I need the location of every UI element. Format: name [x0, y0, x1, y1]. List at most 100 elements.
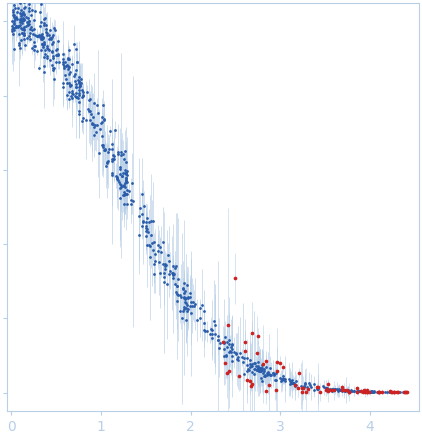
Point	[100, 142, 107, 149]
Point	[49, 40, 55, 47]
Point	[46, 27, 53, 34]
Point	[235, 354, 241, 361]
Point	[152, 257, 159, 264]
Point	[34, 33, 41, 40]
Point	[151, 238, 158, 245]
Point	[343, 387, 349, 394]
Point	[146, 254, 153, 261]
Point	[182, 295, 189, 302]
Point	[163, 261, 170, 268]
Point	[376, 388, 383, 395]
Point	[149, 247, 156, 254]
Point	[122, 190, 129, 197]
Point	[120, 191, 127, 198]
Point	[60, 59, 67, 66]
Point	[221, 338, 227, 345]
Point	[259, 361, 266, 368]
Point	[257, 368, 264, 375]
Point	[224, 339, 230, 346]
Point	[247, 361, 254, 368]
Point	[117, 170, 124, 177]
Point	[311, 381, 317, 388]
Point	[280, 373, 287, 380]
Point	[43, 29, 50, 36]
Point	[356, 388, 363, 395]
Point	[61, 62, 68, 69]
Point	[282, 375, 289, 382]
Point	[121, 182, 127, 189]
Point	[254, 359, 261, 366]
Point	[117, 149, 124, 156]
Point	[145, 241, 152, 248]
Point	[106, 146, 113, 153]
Point	[300, 385, 307, 392]
Point	[16, 15, 23, 22]
Point	[388, 389, 395, 396]
Point	[141, 203, 148, 210]
Point	[77, 75, 84, 82]
Point	[203, 328, 210, 335]
Point	[68, 93, 74, 100]
Point	[248, 361, 255, 368]
Point	[49, 55, 56, 62]
Point	[170, 270, 176, 277]
Point	[346, 388, 353, 395]
Point	[17, 17, 24, 24]
Point	[73, 80, 79, 87]
Point	[29, 27, 35, 34]
Point	[27, 35, 33, 42]
Point	[260, 372, 267, 379]
Point	[287, 377, 294, 384]
Point	[201, 327, 208, 334]
Point	[216, 344, 222, 351]
Point	[92, 122, 98, 129]
Point	[345, 389, 352, 396]
Point	[108, 146, 115, 153]
Point	[99, 142, 106, 149]
Point	[389, 389, 396, 396]
Point	[50, 67, 57, 74]
Point	[76, 80, 83, 87]
Point	[322, 385, 329, 392]
Point	[79, 92, 86, 99]
Point	[281, 376, 287, 383]
Point	[277, 359, 284, 366]
Point	[65, 66, 72, 73]
Point	[13, 23, 19, 30]
Point	[122, 177, 129, 184]
Point	[220, 352, 227, 359]
Point	[246, 377, 253, 384]
Point	[254, 350, 261, 357]
Point	[39, 34, 46, 41]
Point	[255, 365, 262, 372]
Point	[121, 179, 128, 186]
Point	[172, 288, 179, 295]
Point	[364, 388, 371, 395]
Point	[20, 31, 27, 38]
Point	[62, 71, 68, 78]
Point	[292, 382, 298, 389]
Point	[49, 33, 56, 40]
Point	[212, 331, 219, 338]
Point	[221, 345, 227, 352]
Point	[41, 21, 47, 28]
Point	[181, 294, 187, 301]
Point	[298, 389, 305, 396]
Point	[235, 357, 241, 364]
Point	[72, 90, 79, 97]
Point	[87, 95, 93, 102]
Point	[128, 180, 135, 187]
Point	[254, 367, 260, 374]
Point	[78, 94, 85, 101]
Point	[300, 382, 307, 389]
Point	[261, 373, 268, 380]
Point	[273, 358, 280, 365]
Point	[176, 292, 183, 299]
Point	[149, 239, 155, 246]
Point	[362, 388, 369, 395]
Point	[215, 333, 222, 340]
Point	[54, 38, 61, 45]
Point	[223, 343, 230, 350]
Point	[91, 99, 97, 106]
Point	[330, 387, 337, 394]
